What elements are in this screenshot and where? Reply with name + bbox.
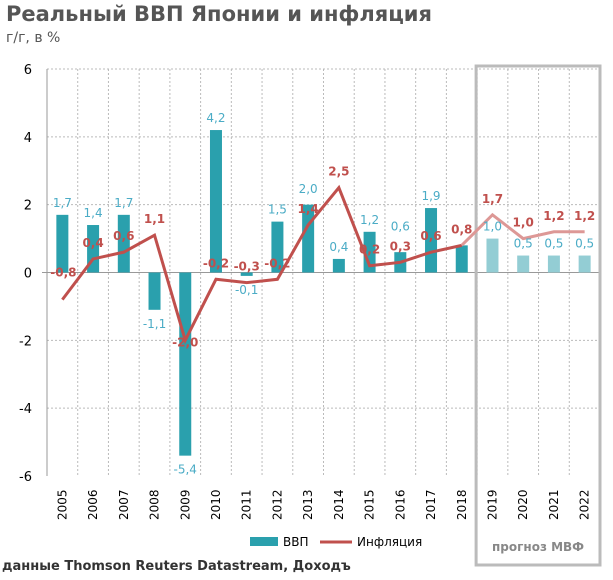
- gdp-data-label: 2,0: [299, 182, 318, 196]
- x-tick-label: 2021: [547, 489, 561, 520]
- gdp-bar: [209, 130, 222, 273]
- inflation-data-label: 1,2: [543, 209, 564, 223]
- gdp-data-label: 0,5: [575, 237, 594, 251]
- inflation-data-label: 1,1: [144, 212, 165, 226]
- gdp-data-label: 0,6: [391, 219, 410, 233]
- x-tick-label: 2009: [178, 489, 192, 520]
- gdp-bar: [486, 238, 499, 273]
- chart-title: Реальный ВВП Японии и инфляция: [6, 2, 432, 26]
- gdp-bar: [363, 231, 376, 273]
- inflation-data-label: -2,0: [172, 335, 198, 349]
- gdp-bar: [332, 258, 345, 273]
- gdp-data-label: 1,2: [360, 213, 379, 227]
- inflation-data-label: 0,2: [359, 243, 380, 257]
- gdp-data-label: 0,4: [329, 240, 348, 254]
- gdp-data-label: 1,9: [421, 189, 440, 203]
- inflation-data-label: -0,2: [203, 256, 229, 270]
- x-tick-label: 2010: [209, 489, 223, 520]
- x-tick-label: 2012: [270, 489, 284, 520]
- x-tick-label: 2022: [578, 489, 592, 520]
- x-tick-label: 2017: [424, 489, 438, 520]
- gdp-bar: [148, 272, 161, 310]
- gdp-bar: [117, 214, 130, 273]
- gdp-data-label: 1,7: [53, 196, 72, 210]
- y-tick-label: 0: [24, 267, 32, 282]
- chart-subtitle: г/г, в %: [6, 30, 61, 46]
- inflation-data-label: 1,0: [513, 216, 534, 230]
- inflation-data-label: 0,4: [82, 236, 103, 250]
- inflation-data-label: 1,7: [482, 192, 503, 206]
- gdp-data-label: -0,1: [235, 283, 258, 297]
- gdp-data-label: 1,4: [84, 206, 103, 220]
- gdp-data-label: -1,1: [143, 317, 166, 331]
- legend-gdp-label: ВВП: [283, 535, 309, 549]
- x-tick-label: 2008: [148, 489, 162, 520]
- gdp-bar: [547, 255, 560, 273]
- gdp-bar: [517, 255, 530, 273]
- x-tick-label: 2019: [485, 489, 499, 520]
- gdp-bar: [56, 214, 69, 273]
- inflation-data-label: 0,6: [113, 229, 134, 243]
- gdp-data-label: -5,4: [174, 463, 197, 477]
- gdp-data-label: 1,0: [483, 220, 502, 234]
- gdp-bar: [578, 255, 591, 273]
- forecast-box: [474, 64, 602, 567]
- y-tick-label: -4: [19, 402, 32, 417]
- gdp-bar: [425, 208, 438, 273]
- gdp-bar: [271, 221, 284, 273]
- x-tick-label: 2013: [301, 489, 315, 520]
- inflation-data-label: -0,2: [264, 256, 290, 270]
- y-tick-label: 2: [24, 199, 32, 214]
- x-tick-label: 2007: [117, 489, 131, 520]
- gdp-bar: [455, 245, 468, 273]
- gdp-bar: [179, 272, 192, 456]
- x-tick-label: 2020: [516, 489, 530, 520]
- inflation-data-label: 1,2: [574, 209, 595, 223]
- inflation-line: [61, 184, 463, 345]
- forecast-label: прогноз МВФ: [492, 540, 584, 554]
- x-tick-label: 2015: [363, 489, 377, 520]
- gdp-bar: [240, 272, 253, 276]
- inflation-line-forecast: [460, 212, 585, 247]
- y-tick-label: -6: [19, 470, 32, 485]
- x-tick-label: 2011: [240, 489, 254, 520]
- gdp-data-label: 0,5: [544, 237, 563, 251]
- y-tick-label: 6: [24, 63, 32, 78]
- x-tick-label: 2016: [393, 489, 407, 520]
- x-tick-label: 2014: [332, 489, 346, 520]
- gdp-data-label: 1,7: [114, 196, 133, 210]
- inflation-data-label: 0,6: [420, 229, 441, 243]
- inflation-data-label: -0,8: [50, 266, 76, 280]
- gdp-data-label: 1,5: [268, 203, 287, 217]
- x-tick-label: 2005: [55, 489, 69, 520]
- inflation-data-label: 0,8: [451, 222, 472, 236]
- y-tick-label: -2: [19, 334, 32, 349]
- x-tick-label: 2006: [86, 489, 100, 520]
- legend-gdp-swatch: [250, 537, 278, 546]
- inflation-data-label: -0,3: [234, 260, 260, 274]
- legend-inflation-label: Инфляция: [357, 535, 422, 549]
- y-tick-label: 4: [24, 131, 32, 146]
- gdp-data-label: 0,5: [514, 237, 533, 251]
- x-tick-label: 2018: [455, 489, 469, 520]
- inflation-data-label: 1,4: [298, 202, 319, 216]
- inflation-data-label: 2,5: [328, 165, 349, 179]
- inflation-data-label: 0,3: [390, 239, 411, 253]
- source-note: данные Thomson Reuters Datastream, Доход…: [2, 559, 351, 574]
- gdp-data-label: 4,2: [206, 111, 225, 125]
